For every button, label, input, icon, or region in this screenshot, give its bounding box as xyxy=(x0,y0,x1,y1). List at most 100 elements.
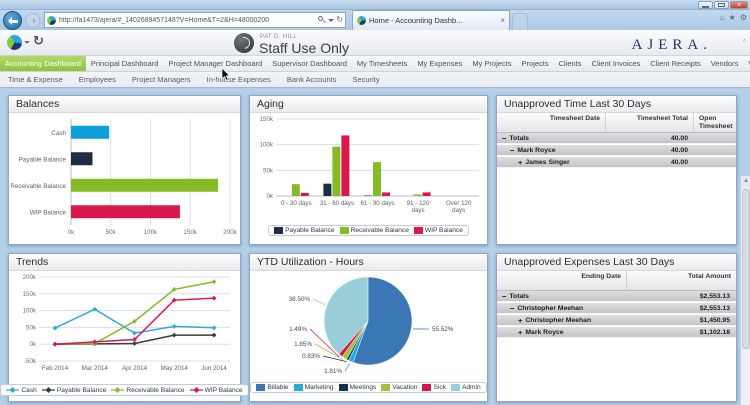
nav-tab-vendors[interactable]: Vendors xyxy=(710,59,739,68)
row-value: 40.00 xyxy=(670,134,688,142)
svg-text:0k: 0k xyxy=(266,193,273,200)
panel-title-balances: Balances xyxy=(9,96,240,113)
nav-tab-project-manager-dashboard[interactable]: Project Manager Dashboard xyxy=(168,59,263,68)
nav-link-security[interactable]: Security xyxy=(352,75,380,84)
nav-tab-my-expenses[interactable]: My Expenses xyxy=(417,59,463,68)
nav-tab-client-invoices[interactable]: Client Invoices xyxy=(591,59,641,68)
legend-item-payable-balance[interactable]: Payable Balance xyxy=(274,227,335,234)
table-row[interactable]: + Christopher Meehan $1,450.95 xyxy=(497,315,736,326)
back-button[interactable] xyxy=(3,11,22,30)
legend-swatch xyxy=(450,384,460,391)
table-row[interactable]: + Mark Royce $1,102.18 xyxy=(497,327,736,338)
close-button[interactable]: × xyxy=(730,1,748,9)
row-value: 40.00 xyxy=(670,158,688,166)
legend-item-vacation[interactable]: Vacation xyxy=(381,384,417,391)
nav-tab-my-projects[interactable]: My Projects xyxy=(472,59,512,68)
expand-icon[interactable]: + xyxy=(518,157,523,167)
legend-item-wip-balance[interactable]: WIP Balance xyxy=(189,386,243,394)
row-label: Totals xyxy=(509,134,529,142)
legend-item-sick[interactable]: Sick xyxy=(422,384,446,391)
collapse-icon[interactable]: − xyxy=(510,303,515,313)
refresh-icon[interactable]: ↻ xyxy=(33,33,44,48)
ajera-favicon-icon xyxy=(47,15,56,25)
table-row[interactable]: − Totals 40.00 xyxy=(497,133,736,144)
legend-item-receivable-balance[interactable]: Receivable Balance xyxy=(111,386,185,394)
settings-gear-icon[interactable]: ⚙ xyxy=(739,13,747,22)
scrollbar-thumb[interactable] xyxy=(742,189,750,349)
row-value: $2,553.13 xyxy=(699,304,730,312)
legend-item-meetings[interactable]: Meetings xyxy=(338,384,376,391)
refresh-icon[interactable]: ↻ xyxy=(336,15,343,24)
column-header-timesheet-total[interactable]: Timesheet Total xyxy=(606,113,694,132)
nav-tab-clients[interactable]: Clients xyxy=(558,59,582,68)
legend-item-admin[interactable]: Admin xyxy=(450,384,481,391)
column-header-open-timesheet[interactable]: Open Timesheet xyxy=(699,115,733,130)
browser-tab[interactable]: Home - Accounting Dashb... × xyxy=(352,10,510,30)
legend-item-cash[interactable]: Cash xyxy=(6,386,37,394)
row-label: Mark Royce xyxy=(517,146,556,154)
restore-button[interactable] xyxy=(714,1,729,9)
table-row[interactable]: + James Singer 40.00 xyxy=(497,157,736,168)
column-header-timesheet-date[interactable]: Timesheet Date xyxy=(497,113,606,132)
column-header-total-amount[interactable]: Total Amount xyxy=(687,273,731,280)
aging-legend: Payable Balance Receivable Balance WIP Bal… xyxy=(250,225,487,236)
nav-link-in-house-expenses[interactable]: In-house Expenses xyxy=(206,75,271,84)
collapse-icon[interactable]: − xyxy=(510,145,515,155)
table-row[interactable]: − Totals $2,553.13 xyxy=(497,291,736,302)
legend-swatch xyxy=(274,227,284,234)
nav-tab-my-timesheets[interactable]: My Timesheets xyxy=(356,59,408,68)
nav-tab-vendor-invoices[interactable]: Vendor Invoices xyxy=(743,56,750,71)
svg-text:100k: 100k xyxy=(260,142,274,149)
expand-icon[interactable]: + xyxy=(518,327,523,337)
app-header: ↻ PAT D. HILL Staff Use Only AJERA. ^ xyxy=(0,30,750,56)
home-icon[interactable]: ⌂ xyxy=(719,13,725,22)
nav-tab-supervisor-dashboard[interactable]: Supervisor Dashboard xyxy=(272,59,347,68)
nav-tab-accounting-dashboard[interactable]: Accounting Dashboard xyxy=(0,56,86,71)
legend-item-payable-balance[interactable]: Payable Balance xyxy=(41,386,106,394)
legend-item-receivable-balance[interactable]: Receivable Balance xyxy=(339,227,409,234)
nav-tab-principal-dashboard[interactable]: Principal Dashboard xyxy=(90,59,159,68)
nav-link-bank-accounts[interactable]: Bank Accounts xyxy=(286,75,337,84)
svg-text:Payable Balance: Payable Balance xyxy=(19,156,67,163)
collapse-icon[interactable]: − xyxy=(502,291,507,301)
favorites-star-icon[interactable]: ★ xyxy=(728,13,736,22)
new-tab-button[interactable] xyxy=(512,13,528,30)
legend-swatch xyxy=(338,384,348,391)
panel-title-unapproved-expenses: Unapproved Expenses Last 30 Days xyxy=(497,254,736,271)
forward-button[interactable] xyxy=(25,13,40,28)
search-icon[interactable] xyxy=(318,16,327,24)
table-row[interactable]: − Christopher Meehan $2,553.13 xyxy=(497,303,736,314)
minimize-button[interactable] xyxy=(698,1,713,9)
svg-text:Apr 2014: Apr 2014 xyxy=(122,365,148,372)
table-row[interactable]: − Mark Royce 40.00 xyxy=(497,145,736,156)
svg-text:Over 120: Over 120 xyxy=(446,200,472,207)
ajera-swirl-icon[interactable] xyxy=(7,35,22,50)
tab-close-icon[interactable]: × xyxy=(500,16,505,25)
nav-link-project-managers[interactable]: Project Managers xyxy=(131,75,191,84)
chevron-down-icon[interactable] xyxy=(24,41,30,47)
vertical-scrollbar[interactable]: ▲ ▼ xyxy=(740,176,750,405)
chevron-down-icon[interactable] xyxy=(328,18,335,25)
scroll-up-icon[interactable]: ▲ xyxy=(741,176,750,187)
aging-bar-chart: 0k 50k 100k 150k 0 - 30 days 31 - 60 days 61 -… xyxy=(250,113,487,225)
legend-item-marketing[interactable]: Marketing xyxy=(293,384,334,391)
nav-link-time-expense[interactable]: Time & Expense xyxy=(8,75,63,84)
svg-text:150k: 150k xyxy=(23,291,37,298)
legend-box: Billable Marketing Meetings Vacation Sick Adm… xyxy=(250,382,487,393)
legend-item-billable[interactable]: Billable xyxy=(256,384,289,391)
collapse-caret-icon[interactable]: ^ xyxy=(742,39,746,46)
nav-tab-client-receipts[interactable]: Client Receipts xyxy=(650,59,701,68)
column-header-ending-date[interactable]: Ending Date xyxy=(497,271,627,290)
panel-title-trends: Trends xyxy=(9,254,240,271)
window-titlebar: × xyxy=(0,0,750,10)
svg-text:1.49%: 1.49% xyxy=(289,326,307,333)
row-name: − Mark Royce xyxy=(497,146,606,155)
balances-panel: Balances 0k 50k 100k 150k 200k Cash Payable Ba… xyxy=(8,95,241,245)
collapse-icon[interactable]: − xyxy=(502,133,507,143)
expand-icon[interactable]: + xyxy=(518,315,523,325)
address-bar[interactable]: http://fa1473/ajera/#_1402689457148?V=Ho… xyxy=(44,12,346,28)
nav-link-employees[interactable]: Employees xyxy=(78,75,116,84)
legend-item-wip-balance[interactable]: WIP Balance xyxy=(413,227,463,234)
nav-tab-projects[interactable]: Projects xyxy=(521,59,549,68)
ajera-logo: AJERA. xyxy=(631,37,712,53)
